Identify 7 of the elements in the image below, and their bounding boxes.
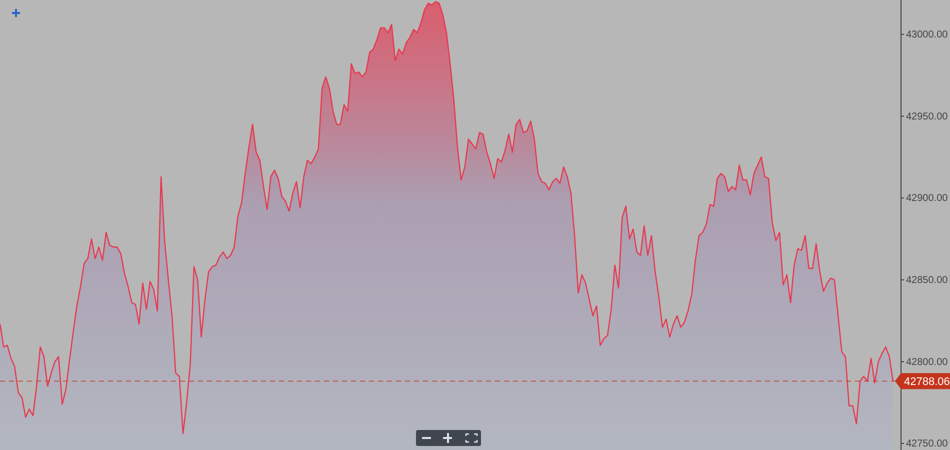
y-tick-label: 42750.00	[906, 438, 948, 450]
y-tick-label: 42800.00	[906, 356, 948, 368]
y-tick-label: 42950.00	[906, 111, 948, 122]
y-tick-label: 42850.00	[906, 275, 948, 286]
y-tick-label: 42900.00	[906, 193, 948, 204]
ref-line-label: 42788.06	[904, 376, 950, 388]
y-tick-label: 43000.00	[906, 30, 948, 41]
